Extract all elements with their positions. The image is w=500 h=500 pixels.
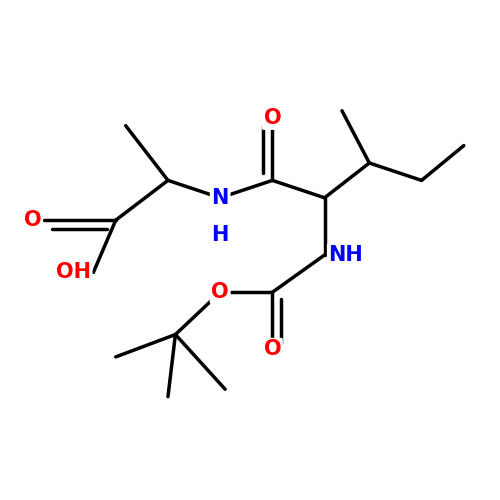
Text: NH: NH (328, 245, 364, 265)
Text: OH: OH (56, 262, 91, 282)
Text: O: O (264, 340, 281, 359)
Text: O: O (212, 282, 229, 302)
Text: O: O (24, 210, 41, 230)
Text: N: N (212, 188, 229, 208)
Text: H: H (212, 225, 229, 245)
Text: O: O (264, 108, 281, 128)
